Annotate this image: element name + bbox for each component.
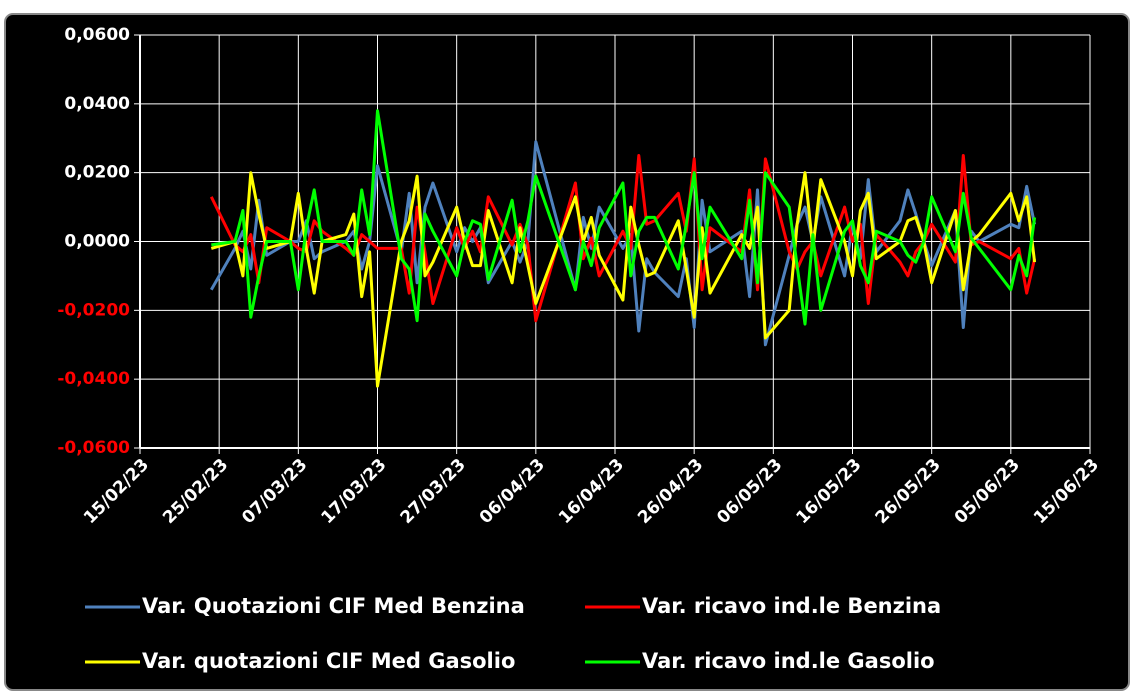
chart-background — [4, 13, 1130, 691]
y-tick-label: 0,0400 — [64, 94, 130, 114]
legend-label: Var. ricavo ind.le Benzina — [642, 594, 941, 618]
y-tick-label: -0,0600 — [57, 438, 130, 458]
y-tick-label: 0,0200 — [64, 163, 130, 183]
series-line — [211, 109, 1037, 326]
legend-label: Var. Quotazioni CIF Med Benzina — [142, 594, 525, 618]
y-tick-label: 0,0000 — [64, 232, 130, 252]
y-tick-label: -0,0200 — [57, 300, 130, 320]
legend-label: Var. ricavo ind.le Gasolio — [642, 649, 935, 673]
y-tick-label: -0,0400 — [57, 369, 130, 389]
y-tick-label: 0,0600 — [64, 25, 130, 45]
series-line — [210, 171, 1037, 388]
legend-label: Var. quotazioni CIF Med Gasolio — [142, 649, 515, 673]
